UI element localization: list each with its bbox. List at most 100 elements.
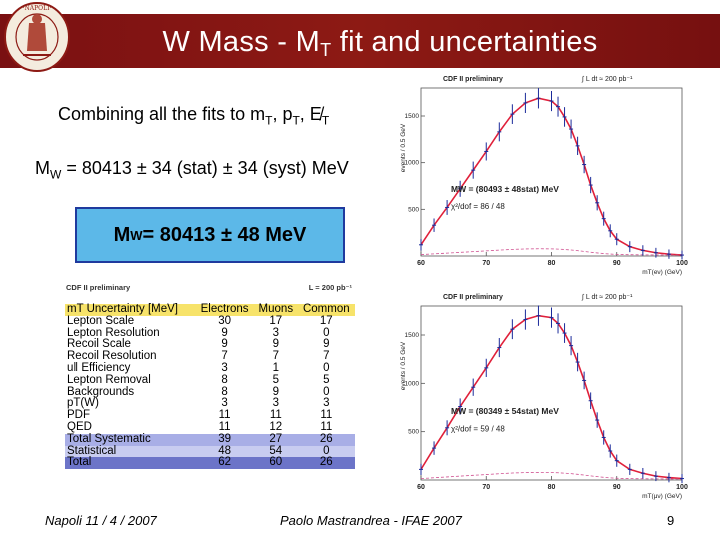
- table-cell: 48: [195, 445, 254, 458]
- table-caption-right: L = 200 pb⁻¹: [308, 283, 352, 292]
- table-row-label: Lepton Removal: [67, 373, 151, 386]
- table-row: uǁ Efficiency 3 1 0: [65, 361, 355, 375]
- title-bar: [0, 14, 720, 68]
- table-cell: 3: [323, 397, 330, 410]
- table-row-label: Recoil Scale: [67, 338, 131, 351]
- x-tick-label: 60: [417, 260, 425, 267]
- table-caption-left: CDF II preliminary: [66, 283, 131, 292]
- plot-lumi-label: ∫ L dt ≈ 200 pb⁻¹: [581, 294, 633, 301]
- chi2-label: χ²/dof = 86 / 48: [451, 202, 505, 211]
- table-cell: 8: [221, 373, 228, 386]
- table-row-label: Recoil Resolution: [67, 350, 157, 363]
- table-cell: 27: [254, 433, 298, 446]
- y-axis-label: events / 0.5 GeV: [400, 123, 407, 172]
- x-tick-label: 70: [482, 484, 490, 491]
- table-row-label: Total Systematic: [65, 433, 196, 446]
- table-cell: 26: [297, 433, 355, 446]
- table-row-label: pT(W): [67, 397, 99, 410]
- table-cell: 3: [221, 397, 228, 410]
- x-tick-label: 80: [548, 484, 556, 491]
- y-tick-label: 500: [408, 429, 419, 436]
- muon-mt-plot: CDF II preliminary ∫ L dt ≈ 200 pb⁻¹ 500 10…: [397, 288, 690, 502]
- table-row: Total 62 60 26: [65, 457, 355, 470]
- plot-frame: [420, 87, 683, 257]
- table-cell: 17: [269, 314, 283, 327]
- table-cell: 3: [272, 326, 280, 339]
- table-cell: 0: [297, 445, 355, 458]
- table-header-cell: Muons: [254, 303, 298, 316]
- table-cell: 11: [218, 420, 231, 433]
- table-row: Backgrounds 8 9 0: [65, 385, 355, 399]
- university-seal-logo: ·NAPOLI·: [4, 2, 70, 72]
- x-tick-label: 70: [482, 260, 490, 267]
- table-row-label: Backgrounds: [67, 385, 135, 398]
- table-cell: 9: [221, 338, 228, 351]
- table-row: Total Systematic 39 27 26: [65, 433, 355, 446]
- table-cell: 0: [323, 326, 330, 339]
- table-cell: 26: [297, 457, 355, 470]
- uncertainty-table: mT Uncertainty [MeV] Electrons Muons Common…: [65, 303, 355, 470]
- table-caption: CDF II preliminary L = 200 pb⁻¹: [60, 280, 360, 292]
- muon-mt-plot-svg: CDF II preliminary ∫ L dt ≈ 200 pb⁻¹ 500 10…: [400, 294, 688, 500]
- y-tick-label: 500: [408, 206, 419, 213]
- table-cell: 9: [323, 338, 330, 351]
- table-row: Statistical 48 54 0: [65, 445, 355, 458]
- table-header-cell: Electrons: [195, 303, 254, 316]
- table-cell: 0: [323, 361, 330, 374]
- combine-fits-text: Combining all the fits to mT, pT, E̸T: [58, 104, 330, 128]
- table-cell: 54: [254, 445, 298, 458]
- background-curve: [420, 472, 683, 480]
- y-tick-label: 1500: [405, 332, 420, 339]
- fit-result-label: MW = (80493 ± 48stat) MeV: [451, 184, 559, 194]
- table-cell: 1: [272, 361, 280, 374]
- svg-text:·NAPOLI·: ·NAPOLI·: [23, 5, 52, 12]
- x-axis-label: mT(eν) (GeV): [642, 269, 682, 276]
- table-row: Recoil Scale 9 9 9: [65, 339, 355, 351]
- plot-title: CDF II preliminary: [443, 294, 503, 301]
- table-cell: 7: [272, 350, 280, 363]
- plot-title: CDF II preliminary: [443, 76, 503, 83]
- table-row-label: QED: [67, 420, 92, 433]
- table-row-label: Lepton Resolution: [67, 326, 160, 339]
- table-row-label: Lepton Scale: [67, 314, 135, 327]
- table-row: Lepton Removal 8 5 5: [65, 373, 355, 387]
- table-cell: 9: [272, 385, 280, 398]
- mw-combined-text: MW = 80413 ± 34 (stat) ± 34 (syst) MeV: [35, 158, 349, 182]
- table-cell: 8: [221, 385, 228, 398]
- plot-frame: [420, 305, 683, 481]
- table-cell: 5: [323, 373, 330, 386]
- table-cell: 3: [272, 397, 280, 410]
- table-cell: 60: [254, 457, 298, 470]
- table-cell: 7: [323, 350, 330, 363]
- chi2-label: χ²/dof = 59 / 48: [451, 424, 505, 433]
- table-row: Lepton Resolution 9 3 0: [65, 326, 355, 340]
- x-tick-label: 60: [417, 484, 425, 491]
- y-axis-label: events / 0.5 GeV: [400, 341, 407, 390]
- table-cell: 0: [323, 385, 330, 398]
- y-tick-label: 1000: [405, 160, 420, 167]
- electron-mt-plot-svg: CDF II preliminary ∫ L dt ≈ 200 pb⁻¹ 500 10…: [400, 76, 688, 276]
- table-cell: 5: [272, 373, 280, 386]
- table-cell: 3: [221, 361, 228, 374]
- page-number: 9: [667, 513, 675, 528]
- table-cell: 11: [269, 409, 282, 422]
- table-cell: 9: [221, 326, 228, 339]
- x-tick-label: 80: [548, 260, 556, 267]
- x-tick-label: 100: [676, 484, 688, 491]
- table-cell: 9: [272, 338, 280, 351]
- x-tick-label: 90: [613, 484, 621, 491]
- table-row: pT(W) 3 3 3: [65, 398, 355, 410]
- plot-lumi-label: ∫ L dt ≈ 200 pb⁻¹: [581, 76, 633, 83]
- table-cell: 12: [269, 420, 283, 433]
- x-axis-label: mT(μν) (GeV): [642, 493, 682, 500]
- x-tick-label: 100: [676, 260, 688, 267]
- electron-mt-plot: CDF II preliminary ∫ L dt ≈ 200 pb⁻¹ 500 10…: [397, 70, 690, 278]
- fit-curve: [420, 314, 683, 480]
- y-tick-label: 1500: [405, 113, 420, 120]
- table-row-label: Statistical: [65, 445, 196, 458]
- table-cell: 7: [221, 350, 228, 363]
- background-curve: [420, 248, 683, 256]
- footer-author: Paolo Mastrandrea - IFAE 2007: [280, 513, 462, 528]
- table-row-label: uǁ Efficiency: [67, 361, 131, 374]
